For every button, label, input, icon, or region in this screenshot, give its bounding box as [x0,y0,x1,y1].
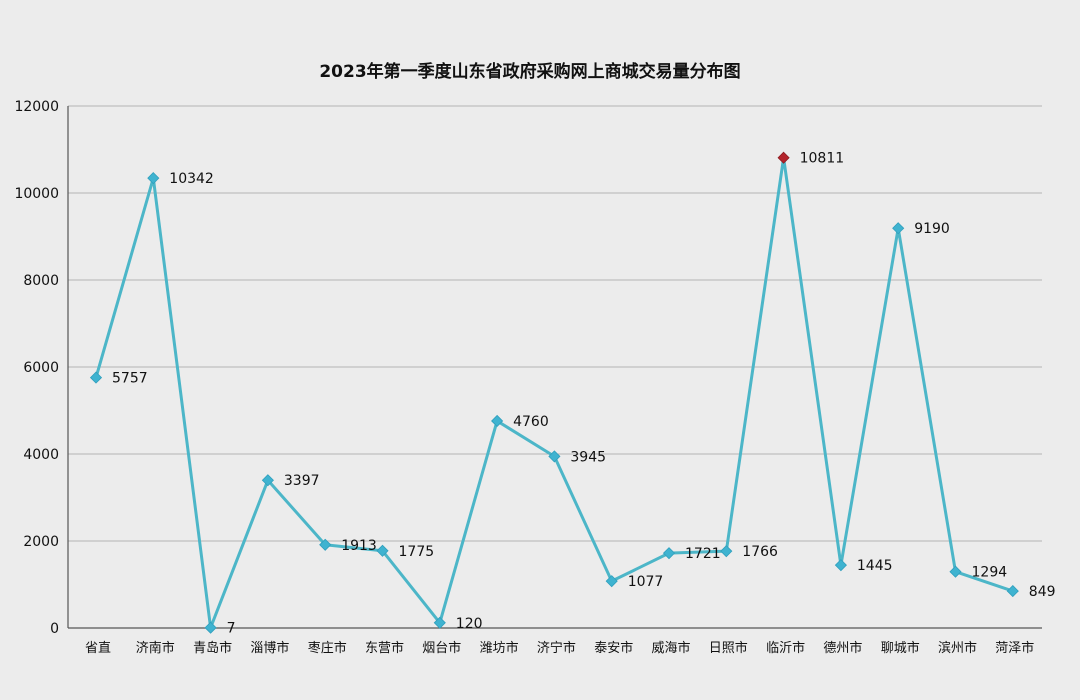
data-label-layer: 5757 10342 7 3397 1913 1775 120 4760 3945 1077 172… [112,151,1056,637]
data-point-marker [204,621,217,634]
data-point-marker [1006,585,1019,598]
data-label: 4760 [513,414,549,430]
data-point-marker [261,474,274,487]
data-label: 1445 [857,558,893,574]
data-label: 9190 [914,221,950,237]
y-tick-label: 6000 [23,360,59,376]
x-tick-label: 济宁市 [537,640,576,656]
y-tick-label: 12000 [14,99,59,115]
chart-title: 2023年第一季度山东省政府采购网上商城交易量分布图 [319,61,740,82]
x-tick-label: 聊城市 [881,640,920,656]
data-label: 1721 [685,546,721,562]
data-label: 849 [1029,584,1056,600]
y-tick-label: 2000 [23,534,59,550]
data-point-marker [662,547,676,560]
x-tick-label: 青岛市 [193,640,232,656]
grid-layer [68,105,1042,542]
x-tick-label: 德州市 [823,640,862,656]
data-label: 10811 [800,151,845,167]
data-point-marker [433,616,446,629]
x-tick-label: 省直 [85,641,111,656]
data-label: 1294 [972,565,1008,581]
data-point-marker [319,538,332,551]
x-tick-label: 菏泽市 [995,640,1034,656]
data-point-marker [491,414,504,428]
x-tick-label: 日照市 [709,640,748,656]
data-label: 3397 [284,473,320,489]
data-label: 1766 [742,544,778,560]
x-tick-label: 枣庄市 [308,640,347,656]
y-tick-label: 8000 [23,273,59,289]
data-label: 7 [227,621,236,637]
data-point-marker [89,371,103,384]
marker-layer [89,151,1019,634]
data-label: 3945 [570,449,606,465]
data-label: 1077 [628,574,664,590]
x-tick-label: 泰安市 [594,640,633,656]
x-tick-label: 临沂市 [766,640,805,656]
axis-layer: 0 2000 4000 6000 8000 10000 12000 省直 济南市 青岛市 淄博市 枣庄… [14,99,1042,656]
data-label: 1775 [399,544,435,560]
data-point-marker [605,575,618,588]
data-point-marker [720,545,733,558]
data-point-marker [892,222,905,235]
x-tick-label: 威海市 [651,640,690,656]
x-tick-label: 潍坊市 [480,640,519,656]
data-point-marker [147,172,160,185]
data-point-marker [777,151,790,164]
data-point-marker [834,559,847,572]
y-tick-label: 0 [50,621,59,637]
x-tick-label: 滨州市 [938,640,977,656]
data-point-marker [376,544,389,557]
data-label: 5757 [112,371,148,387]
data-label: 10342 [169,171,214,187]
x-tick-label: 东营市 [365,640,404,656]
x-tick-label: 济南市 [136,640,175,656]
data-point-marker [949,565,962,578]
data-label: 120 [456,616,483,632]
y-tick-label: 10000 [14,186,59,202]
x-tick-label: 烟台市 [422,640,461,656]
data-label: 1913 [341,538,377,554]
y-tick-label: 4000 [23,447,59,463]
x-tick-label: 淄博市 [250,640,289,656]
data-point-marker [548,450,561,463]
